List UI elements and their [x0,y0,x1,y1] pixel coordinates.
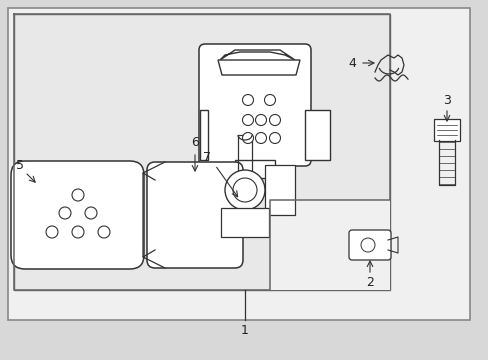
Text: 2: 2 [366,276,373,289]
Text: 4: 4 [347,57,355,69]
Bar [14,14,389,290]
Circle shape [242,132,253,144]
Bar [264,165,294,215]
Circle shape [264,95,275,105]
Circle shape [242,114,253,126]
Bar [8,8,469,320]
Circle shape [269,114,280,126]
Text: 3: 3 [442,94,450,107]
Bar [269,200,389,290]
Polygon shape [218,60,299,75]
FancyBboxPatch shape [147,162,243,268]
Circle shape [360,238,374,252]
Circle shape [59,207,71,219]
FancyBboxPatch shape [433,119,459,141]
Bar [200,110,207,160]
Circle shape [46,226,58,238]
FancyBboxPatch shape [11,161,143,269]
FancyBboxPatch shape [199,44,310,166]
Circle shape [269,132,280,144]
Circle shape [72,189,84,201]
Circle shape [255,114,266,126]
Circle shape [255,132,266,144]
Polygon shape [220,50,294,60]
FancyBboxPatch shape [348,230,390,260]
Text: 7: 7 [203,150,210,163]
Circle shape [98,226,110,238]
Circle shape [85,207,97,219]
Text: 1: 1 [241,324,248,337]
Circle shape [232,178,257,202]
Circle shape [72,226,84,238]
Bar [235,160,274,178]
Circle shape [242,95,253,105]
Text: 6: 6 [191,135,199,149]
Bar [305,110,329,160]
Circle shape [224,170,264,210]
Text: 5: 5 [16,158,24,171]
FancyBboxPatch shape [221,208,268,237]
